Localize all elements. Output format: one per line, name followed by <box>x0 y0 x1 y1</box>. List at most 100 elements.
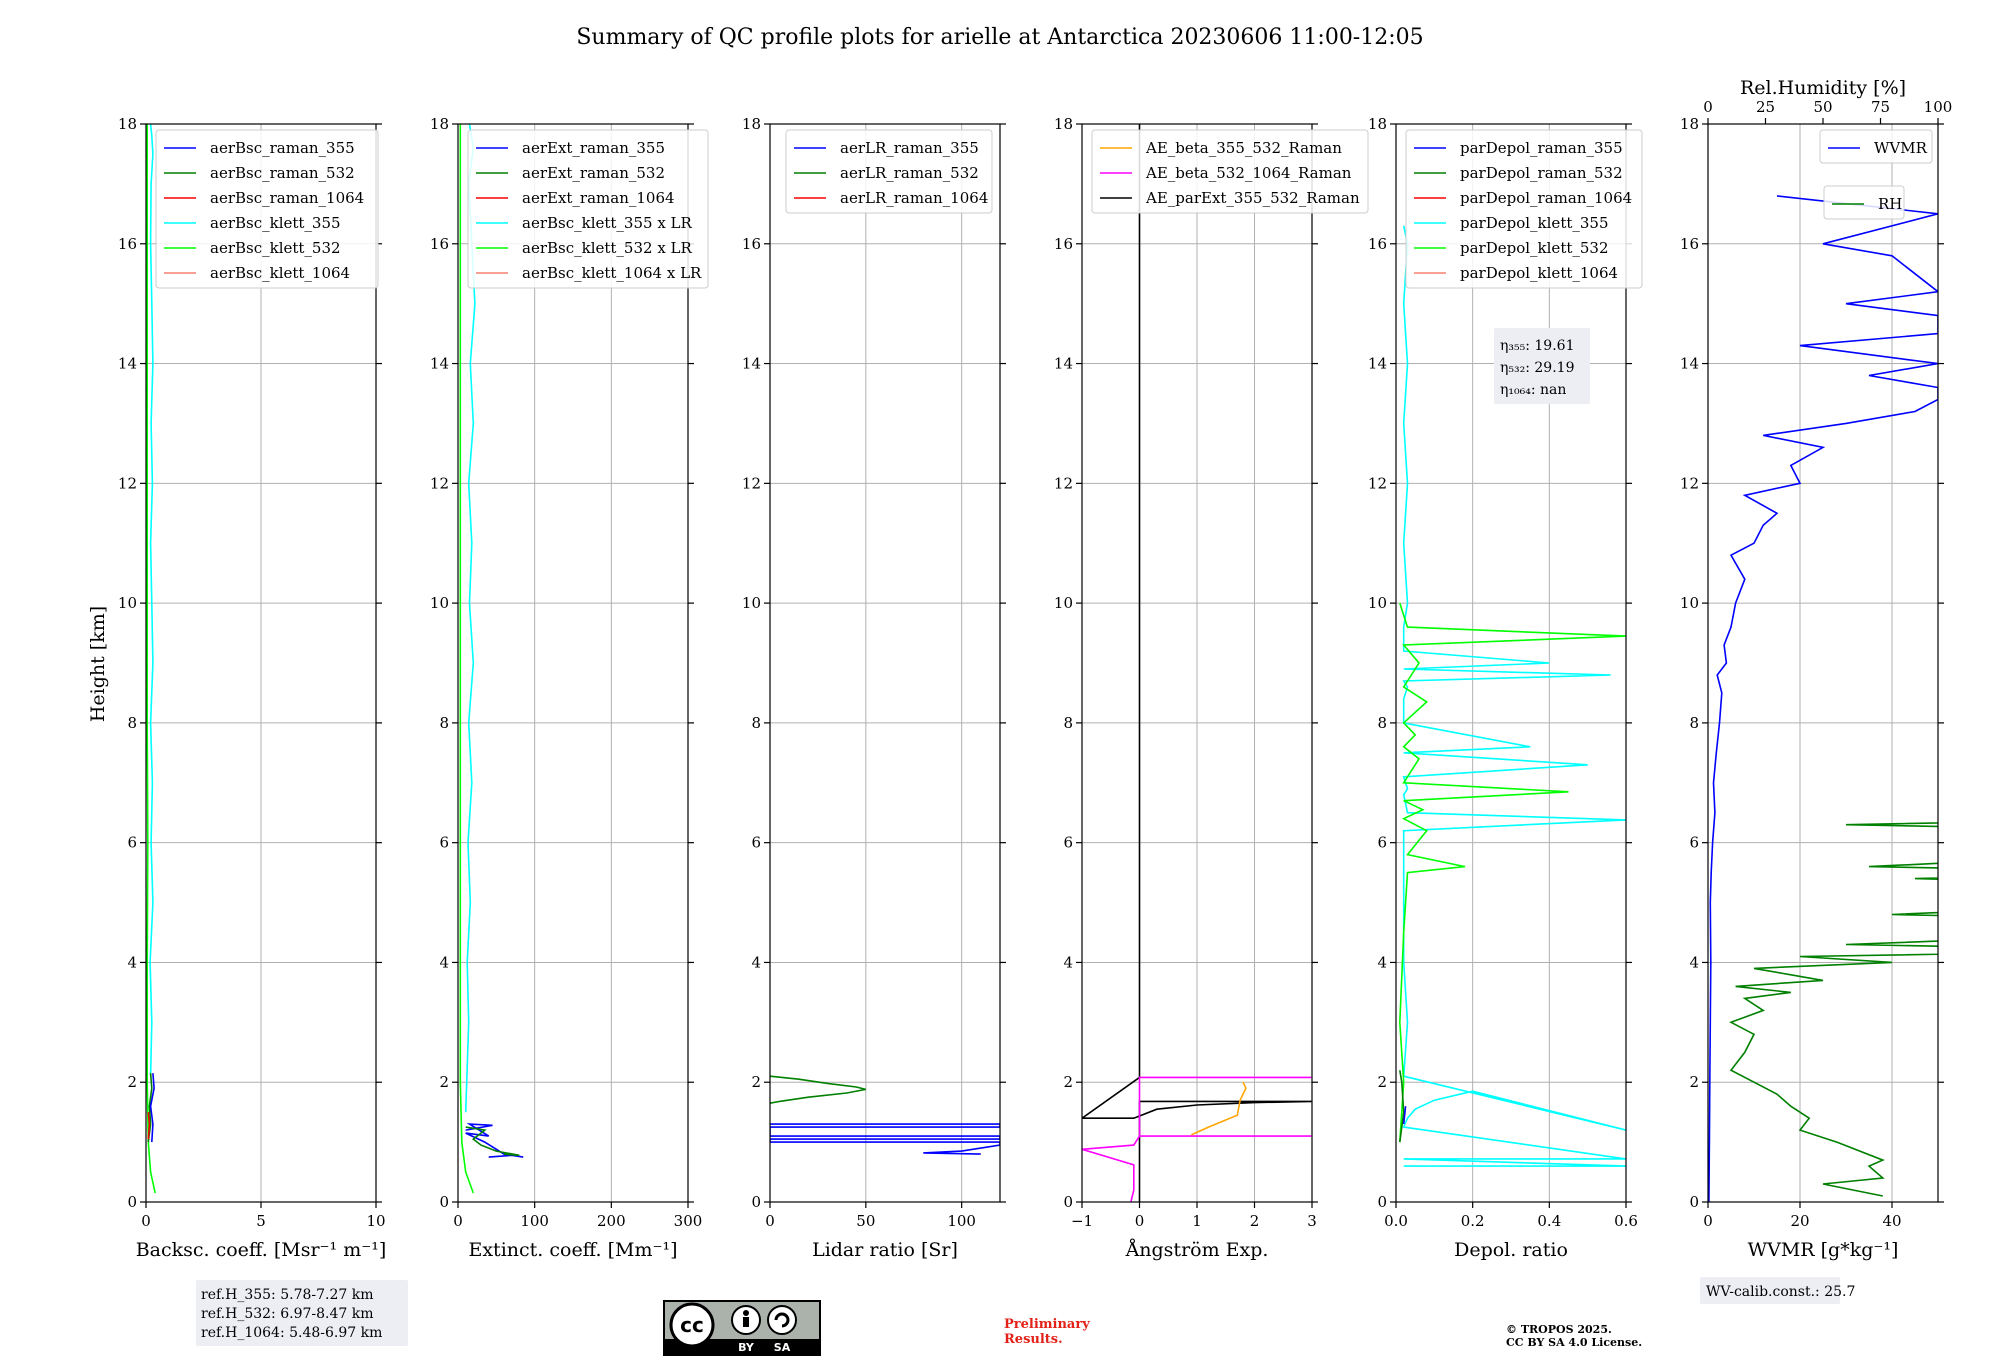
legend-label: AE_beta_532_1064_Raman <box>1145 164 1352 182</box>
x-tick-label: 3 <box>1307 1212 1317 1230</box>
y-tick-label: 4 <box>1063 953 1073 971</box>
y-tick-label: 10 <box>742 594 761 612</box>
x-tick-label: 0.4 <box>1537 1212 1561 1230</box>
sa-share-arrow <box>774 1312 790 1328</box>
legend-label: aerLR_raman_355 <box>840 139 979 157</box>
x-tick-label: 0 <box>141 1212 151 1230</box>
x-axis-label: Lidar ratio [Sr] <box>812 1239 958 1261</box>
refh-note-box <box>196 1280 408 1346</box>
legend: parDepol_raman_355 parDepol_raman_532 parD… <box>1405 129 1643 289</box>
x-tick-label: 100 <box>947 1212 976 1230</box>
sa-share-icon <box>767 1305 797 1335</box>
y-tick-label: 2 <box>1377 1073 1387 1091</box>
y-tick-label: 16 <box>118 235 137 253</box>
y-tick-label: 8 <box>1689 714 1699 732</box>
legend-label: aerLR_raman_532 <box>840 164 979 182</box>
y-tick-label: 0 <box>751 1193 761 1211</box>
legend-label: aerBsc_klett_532 <box>210 239 341 257</box>
legend: AE_beta_355_532_Raman AE_beta_532_1064_Ra… <box>1091 129 1369 214</box>
series-line-pardepol-klett-355 <box>1402 225 1626 1167</box>
series-group <box>1708 195 1938 1202</box>
y-tick-label: 14 <box>1680 355 1699 373</box>
legend-label: aerBsc_klett_532 x LR <box>522 239 693 257</box>
x-axis-label: Extinct. coeff. [Mm⁻¹] <box>468 1239 677 1261</box>
y-tick-label: 10 <box>118 594 137 612</box>
legend-label: WVMR <box>1874 139 1928 157</box>
y-tick-label: 6 <box>439 834 449 852</box>
panel-2: 0 2 4 6 8 10 12 14 16 18 0 100 200 300 Extinct. coeff.… <box>430 115 709 1261</box>
y-tick-label: 14 <box>118 355 137 373</box>
legend-label: AE_parExt_355_532_Raman <box>1145 189 1360 207</box>
panel-1: 0 2 4 6 8 10 12 14 16 18 0 5 10 Backsc. coeff. [Msr⁻¹… <box>118 115 386 1261</box>
legend: RH <box>1823 185 1905 220</box>
y-tick-label: 14 <box>1368 355 1387 373</box>
y-tick-label: 8 <box>1063 714 1073 732</box>
y-tick-label: 18 <box>118 115 137 133</box>
y-tick-label: 6 <box>751 834 761 852</box>
y-tick-label: 12 <box>430 474 449 492</box>
y-tick-label: 4 <box>127 953 137 971</box>
legend-label: aerBsc_klett_355 <box>210 214 341 232</box>
series-line-ae-beta-355-532-raman <box>1190 1081 1247 1136</box>
legend: WVMR <box>1819 129 1933 164</box>
series-line-aerbsc-raman-1064 <box>147 1112 151 1140</box>
cc-by-sa-badge: cc BY SA <box>663 1300 821 1356</box>
x-tick-label: 200 <box>597 1212 626 1230</box>
y-tick-label: 12 <box>118 474 137 492</box>
legend-label: parDepol_klett_355 <box>1460 214 1609 232</box>
sa-text: SA <box>774 1341 791 1354</box>
y-tick-label: 12 <box>1368 474 1387 492</box>
y-tick-label: 6 <box>127 834 137 852</box>
legend-label: aerExt_raman_1064 <box>522 189 675 207</box>
y-tick-label: 2 <box>439 1073 449 1091</box>
legend-box <box>1091 129 1369 214</box>
y-tick-label: 6 <box>1063 834 1073 852</box>
y-tick-label: 18 <box>1368 115 1387 133</box>
y-tick-label: 0 <box>1063 1193 1073 1211</box>
depol-note-line: η₅₃₂: 29.19 <box>1500 360 1574 376</box>
x-tick-label: 20 <box>1790 1212 1809 1230</box>
x-tick-label: 50 <box>856 1212 875 1230</box>
y-tick-label: 4 <box>751 953 761 971</box>
series-line-pardepol-raman-532 <box>1399 1070 1405 1143</box>
y-tick-label: 4 <box>1377 953 1387 971</box>
series-line-pardepol-klett-532 <box>1398 602 1626 1143</box>
series-line-aerbsc-klett-355 <box>149 124 154 1077</box>
y-tick-label: 14 <box>1054 355 1073 373</box>
y-tick-label: 18 <box>1680 115 1699 133</box>
series-line-wvmr <box>1708 195 1938 1202</box>
legend-box <box>1819 129 1933 164</box>
x-tick-label: −1 <box>1071 1212 1093 1230</box>
legend-label: parDepol_klett_1064 <box>1460 264 1618 282</box>
by-text: BY <box>738 1341 755 1354</box>
series-group <box>146 124 156 1194</box>
top-x-axis-label: Rel.Humidity [%] <box>1740 77 1906 99</box>
copyright-line-2: CC BY SA 4.0 License. <box>1506 1336 1642 1349</box>
depol-note: η₃₅₅: 19.61 η₅₃₂: 29.19 η₁₀₆₄: nan <box>1494 328 1590 404</box>
x-tick-label: 1 <box>1192 1212 1202 1230</box>
series-line-ae-beta-532-1064-raman <box>1082 1076 1312 1202</box>
y-tick-label: 8 <box>1377 714 1387 732</box>
preliminary-line-2: Results. <box>1004 1332 1063 1347</box>
legend-label: aerBsc_klett_1064 <box>210 264 350 282</box>
x-tick-label: 5 <box>256 1212 266 1230</box>
y-tick-label: 12 <box>1054 474 1073 492</box>
y-tick-label: 18 <box>1054 115 1073 133</box>
depol-note-line: η₃₅₅: 19.61 <box>1500 338 1574 354</box>
series-group <box>1398 225 1626 1167</box>
series-line-aerbsc-raman-355 <box>149 1073 155 1143</box>
legend: aerBsc_raman_355 aerBsc_raman_532 aerBsc_r… <box>155 129 379 289</box>
series-group <box>770 1075 1000 1155</box>
legend-label: aerBsc_klett_1064 x LR <box>522 264 702 282</box>
x-tick-label: 40 <box>1882 1212 1901 1230</box>
y-tick-label: 2 <box>1063 1073 1073 1091</box>
y-tick-label: 10 <box>430 594 449 612</box>
panel-frame <box>457 123 689 1203</box>
legend-box <box>467 129 709 289</box>
panel-5: 0 2 4 6 8 10 12 14 16 18 0.0 0.2 0.4 0.6 Depol. ratio p… <box>1368 115 1643 1261</box>
refh-1064-text: ref.H_1064: 5.48-6.97 km <box>201 1325 382 1341</box>
y-tick-label: 12 <box>742 474 761 492</box>
legend-label: aerExt_raman_532 <box>522 164 665 182</box>
